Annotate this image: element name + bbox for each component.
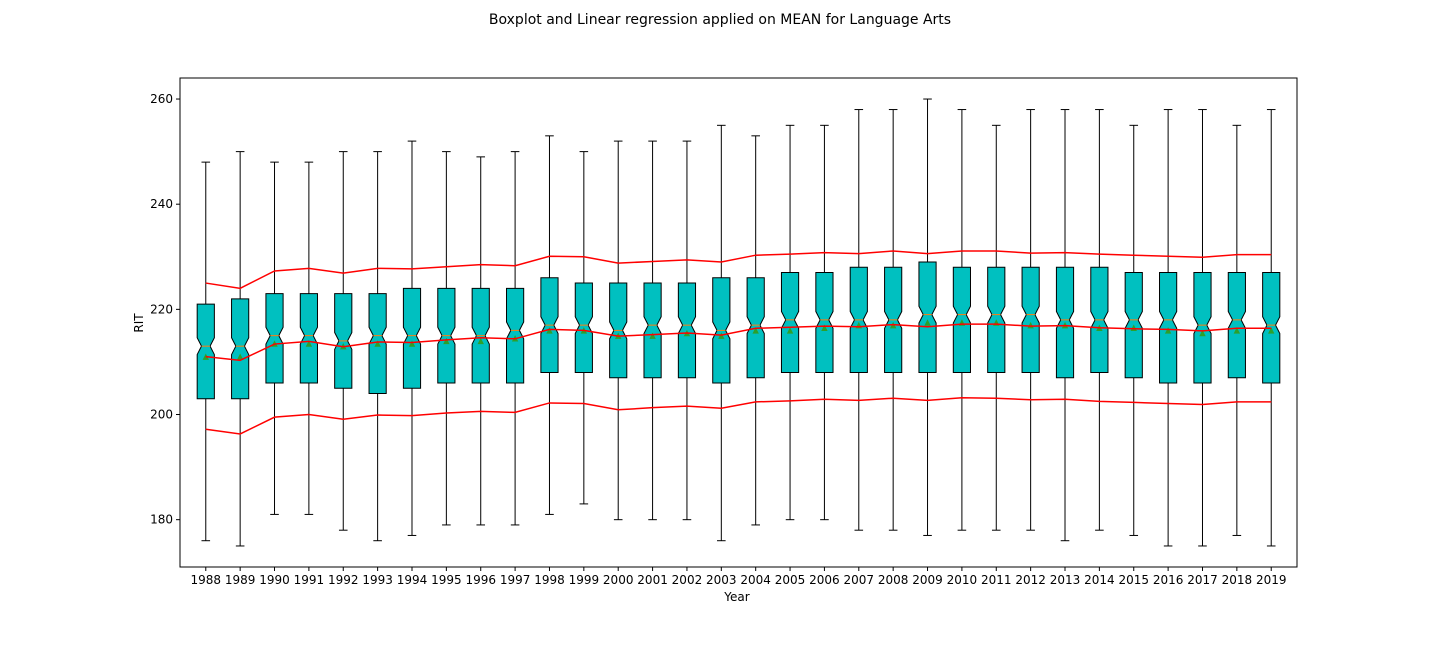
box <box>231 298 250 400</box>
x-tick-label: 1991 <box>294 573 325 587</box>
x-tick-label: 1992 <box>328 573 359 587</box>
x-tick-label: 2006 <box>809 573 840 587</box>
x-tick-label: 1999 <box>569 573 600 587</box>
x-tick-label: 2013 <box>1050 573 1081 587</box>
mean-marker <box>649 332 656 339</box>
y-tick-label: 260 <box>150 92 173 106</box>
x-tick-label: 2014 <box>1084 573 1115 587</box>
x-tick-label: 2008 <box>878 573 909 587</box>
x-tick-label: 1995 <box>431 573 462 587</box>
x-tick-label: 1997 <box>500 573 531 587</box>
y-tick-label: 180 <box>150 513 173 527</box>
x-tick-label: 2001 <box>637 573 668 587</box>
x-tick-label: 2018 <box>1222 573 1253 587</box>
x-tick-label: 2005 <box>775 573 806 587</box>
mean-marker <box>786 327 794 334</box>
mean-marker <box>546 327 553 334</box>
mean-marker <box>821 324 828 331</box>
box <box>1021 266 1040 373</box>
x-tick-label: 1993 <box>362 573 393 587</box>
x-tick-label: 2004 <box>740 573 771 587</box>
mean-marker <box>236 353 244 360</box>
y-tick-label: 220 <box>150 302 173 316</box>
box <box>196 303 215 400</box>
x-tick-label: 2010 <box>947 573 978 587</box>
box <box>1193 272 1212 384</box>
mean-marker <box>1233 327 1241 334</box>
regression-line <box>205 396 1272 435</box>
x-axis-label: Year <box>723 590 749 604</box>
x-tick-label: 1998 <box>534 573 565 587</box>
x-tick-label: 2015 <box>1118 573 1149 587</box>
mean-marker <box>752 327 759 334</box>
y-tick-label: 200 <box>150 408 173 422</box>
box <box>815 272 834 373</box>
axes-frame <box>179 77 1298 568</box>
mean-marker <box>477 337 484 345</box>
box <box>918 261 937 373</box>
y-tick-label: 240 <box>150 197 173 211</box>
x-tick-label: 2003 <box>706 573 737 587</box>
plot-area: 180 200 220 240 260 1988 1989 1990 1991 1992 1993 1… <box>150 77 1298 587</box>
regression-line <box>205 250 1272 290</box>
x-tick-label: 1989 <box>225 573 256 587</box>
box <box>299 293 318 384</box>
x-tick-label: 2012 <box>1015 573 1046 587</box>
regression-line <box>205 323 1272 362</box>
box <box>1227 272 1246 379</box>
x-tick-label: 2011 <box>981 573 1012 587</box>
x-tick-label: 1996 <box>465 573 496 587</box>
mean-marker <box>408 340 416 347</box>
x-tick-label: 2019 <box>1256 573 1287 587</box>
box <box>643 282 662 379</box>
box <box>402 287 422 389</box>
x-tick-label: 1990 <box>259 573 290 587</box>
mean-marker <box>1268 327 1275 334</box>
x-tick-label: 2000 <box>603 573 634 587</box>
y-axis-label: RIT <box>132 313 146 333</box>
mean-marker <box>924 319 931 326</box>
x-tick-label: 1994 <box>397 573 428 587</box>
chart-title: Boxplot and Linear regression applied on… <box>489 12 951 28</box>
mean-marker <box>1164 327 1172 334</box>
box <box>780 272 800 373</box>
mean-marker <box>305 340 313 347</box>
x-tick-label: 1988 <box>191 573 222 587</box>
x-tick-label: 2007 <box>844 573 875 587</box>
x-tick-label: 2002 <box>672 573 703 587</box>
mean-marker <box>202 353 209 360</box>
x-tick-label: 2017 <box>1187 573 1218 587</box>
mean-marker <box>1199 329 1206 337</box>
box <box>265 293 284 384</box>
mean-marker <box>443 337 450 345</box>
x-tick-label: 2016 <box>1153 573 1184 587</box>
mean-marker <box>374 340 381 347</box>
x-tick-label: 2009 <box>912 573 943 587</box>
